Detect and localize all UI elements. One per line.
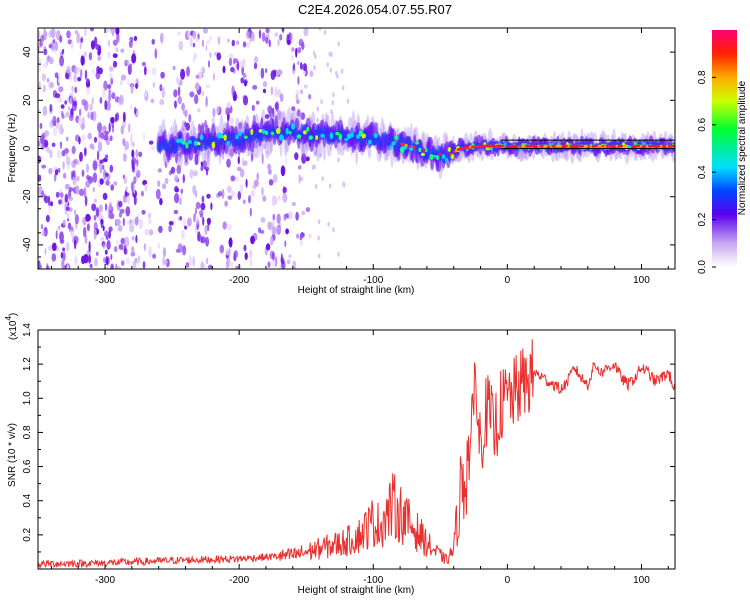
spectrogram-annotation-lines: [500, 139, 675, 149]
spectrogram-signal-band: [156, 106, 675, 180]
spectrogram-y-label: Frequency (Hz): [7, 114, 18, 183]
y-tick-label: 0.8: [22, 425, 33, 439]
x-tick-label: 0: [505, 575, 511, 586]
snr-x-label: Height of straight line (km): [298, 585, 415, 596]
svg-text:(x104): (x104): [4, 313, 19, 340]
colorbar-tick-label: 0.4: [697, 165, 708, 179]
snr-frame: [37, 329, 676, 570]
spectrogram-x-label: Height of straight line (km): [298, 285, 415, 296]
snr-x-ticks: -300 -200 -100 0 100: [50, 330, 669, 586]
x-tick-label: -300: [95, 575, 115, 586]
x-tick-label: -100: [363, 275, 383, 286]
spectrogram-y-ticks: -40 -20 0 20 40: [22, 39, 675, 258]
colorbar: 0.0 0.2 0.4 0.6 0.8 Normalized spectral ampl…: [697, 30, 748, 274]
y-tick-label: 20: [22, 94, 33, 106]
x-tick-label: -100: [363, 575, 383, 586]
snr-plot-area: [38, 339, 675, 569]
snr-panel: -300 -200 -100 0 100 0.2 0.4 0.6 0.8 1.0 1.2 1.4 H…: [4, 313, 676, 596]
y-tick-label: 1.2: [22, 357, 33, 371]
colorbar-gradient: [712, 30, 737, 267]
y-tick-label: 1.0: [22, 391, 33, 405]
colorbar-tick-label: 0.8: [697, 70, 708, 84]
y-tick-label: -20: [22, 189, 33, 204]
snr-series-line: [38, 339, 675, 569]
colorbar-label: Normalized spectral amplitude: [737, 80, 748, 215]
colorbar-tick-label: 0.6: [697, 117, 708, 131]
x-tick-label: -200: [229, 275, 249, 286]
y-tick-label: 0.2: [22, 527, 33, 541]
y-tick-label: 40: [22, 46, 33, 58]
y-tick-label: 0.4: [22, 493, 33, 507]
y-tick-label: 1.4: [22, 323, 33, 337]
colorbar-tick-label: 0.0: [697, 260, 708, 274]
spectrogram-x-ticks: -300 -200 -100 0 100: [50, 28, 669, 286]
colorbar-tick-label: 0.2: [697, 212, 708, 226]
snr-y-label: SNR (10 * v/v): [7, 423, 18, 487]
y-tick-label: 0: [22, 145, 33, 151]
x-tick-label: 100: [633, 575, 650, 586]
snr-y-ticks: 0.2 0.4 0.6 0.8 1.0 1.2 1.4: [22, 323, 675, 553]
x-tick-label: 0: [505, 275, 511, 286]
figure-title: C2E4.2026.054.07.55.R07: [298, 2, 452, 17]
colorbar-ticks: 0.0 0.2 0.4 0.6 0.8: [697, 70, 716, 274]
y-tick-label: -40: [22, 237, 33, 252]
x-tick-label: 100: [633, 275, 650, 286]
x-tick-label: -200: [229, 575, 249, 586]
snr-y-multiplier-exponent: 4: [4, 316, 13, 321]
x-tick-label: -300: [95, 275, 115, 286]
snr-y-multiplier: (x104): [4, 313, 19, 340]
y-tick-label: 0.6: [22, 459, 33, 473]
snr-y-multiplier-base: (x10: [8, 320, 19, 340]
spectrogram-noise: [38, 28, 354, 269]
